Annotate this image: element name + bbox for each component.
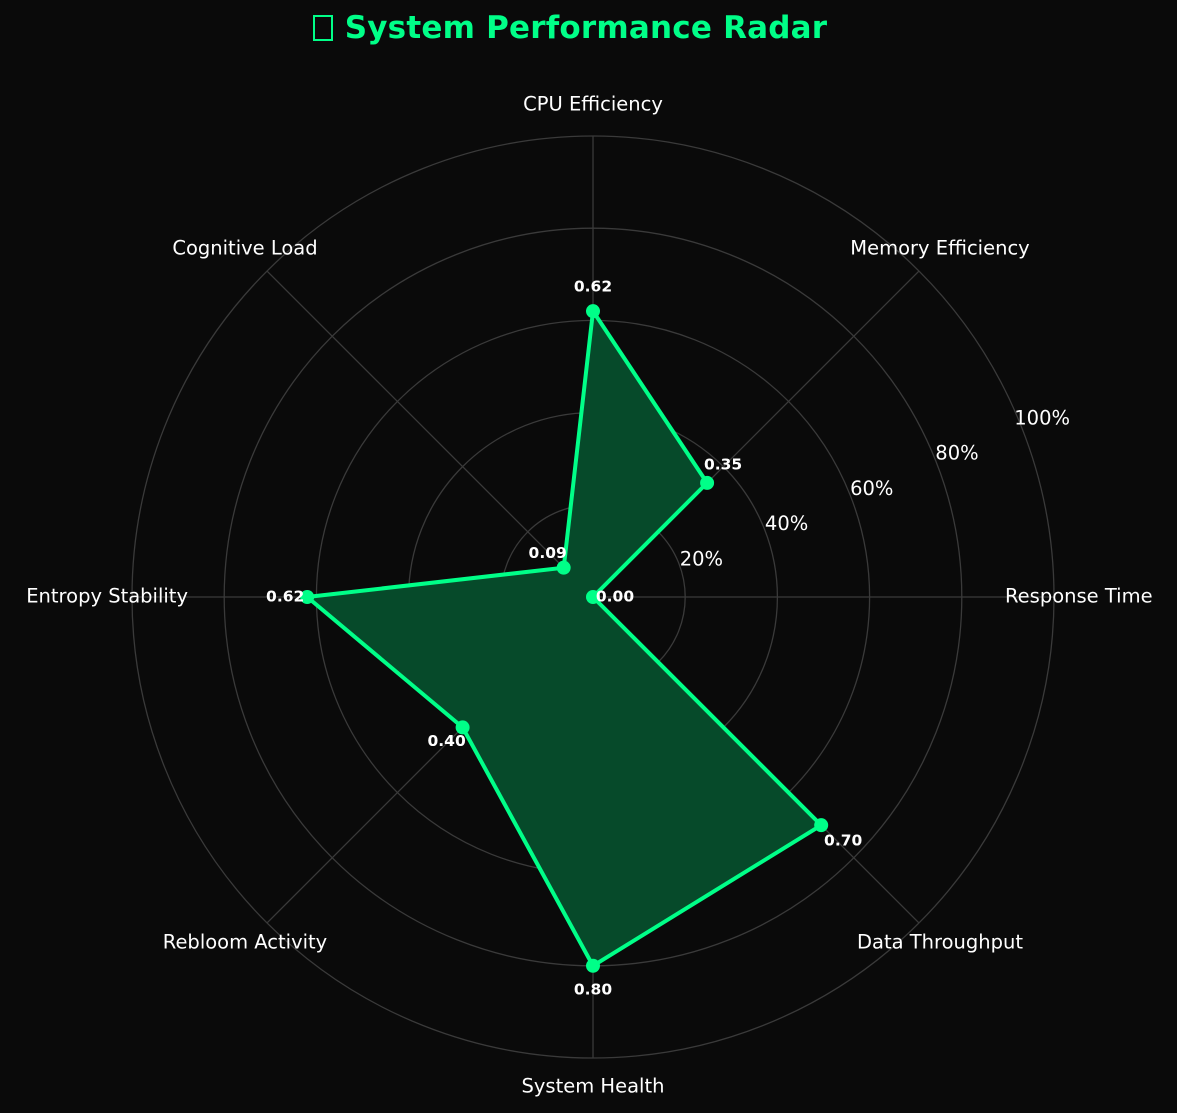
grid-spoke: [266, 270, 594, 598]
data-point: [586, 958, 600, 973]
category-label: Memory Efficiency: [850, 237, 1029, 260]
data-label: 0.40: [427, 732, 465, 750]
radial-tick-label: 40%: [765, 512, 808, 535]
data-label: 0.35: [704, 455, 742, 473]
data-point: [455, 720, 470, 735]
data-label: 0.80: [574, 980, 612, 998]
category-label: System Health: [522, 1075, 665, 1098]
chart-title: System Performance Radar: [0, 10, 1140, 46]
data-point: [814, 818, 829, 833]
data-label: 0.70: [824, 832, 862, 850]
data-point: [556, 560, 571, 575]
data-label: 0.00: [596, 588, 634, 606]
data-point: [300, 590, 315, 604]
data-label: 0.62: [266, 588, 304, 606]
category-label: Rebloom Activity: [163, 931, 327, 954]
radial-tick-label: 60%: [850, 477, 893, 500]
data-label: 0.09: [529, 544, 567, 562]
category-label: Data Throughput: [857, 931, 1023, 954]
data-point: [700, 475, 715, 490]
category-label: Cognitive Load: [172, 237, 317, 260]
data-label: 0.62: [574, 278, 612, 296]
chart-title-text: System Performance Radar: [344, 10, 828, 46]
chart-icon: [312, 15, 333, 41]
radial-tick-label: 100%: [1014, 406, 1070, 429]
radial-tick-label: 80%: [935, 442, 978, 465]
data-point: [586, 590, 600, 604]
radial-tick-label: 20%: [680, 547, 723, 570]
series-area: [302, 305, 825, 969]
data-point: [586, 304, 600, 319]
category-label: Entropy Stability: [26, 585, 188, 608]
category-label: Response Time: [1005, 585, 1153, 608]
category-label: CPU Efficiency: [523, 93, 663, 116]
